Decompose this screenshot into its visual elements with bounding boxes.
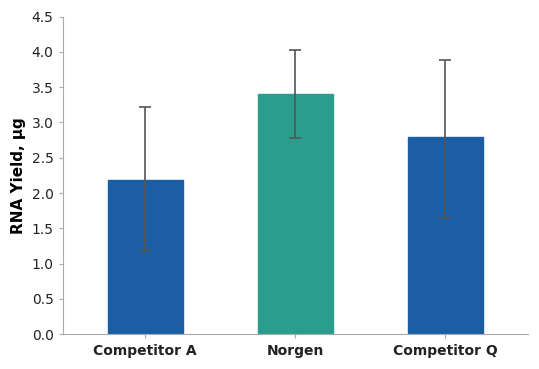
Y-axis label: RNA Yield, µg: RNA Yield, µg	[11, 117, 26, 234]
Bar	[408, 137, 483, 334]
Bar	[258, 94, 333, 334]
Bar	[108, 180, 183, 334]
